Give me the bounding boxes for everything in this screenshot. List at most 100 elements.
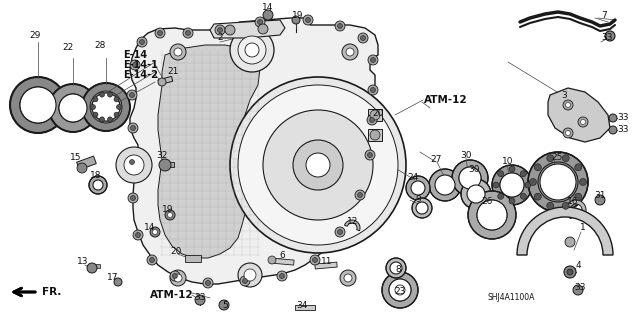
- Circle shape: [140, 40, 145, 44]
- Circle shape: [257, 19, 262, 25]
- Circle shape: [406, 176, 430, 200]
- Circle shape: [595, 195, 605, 205]
- Text: FR.: FR.: [42, 287, 61, 297]
- Text: 11: 11: [321, 257, 333, 266]
- Circle shape: [131, 125, 136, 130]
- Bar: [315, 262, 337, 269]
- Circle shape: [268, 256, 276, 264]
- Circle shape: [238, 263, 262, 287]
- Circle shape: [382, 272, 418, 308]
- Circle shape: [468, 191, 516, 239]
- Text: 25: 25: [551, 152, 563, 161]
- Circle shape: [238, 85, 398, 245]
- Circle shape: [28, 95, 48, 115]
- Text: 15: 15: [70, 153, 82, 162]
- Wedge shape: [566, 200, 586, 219]
- Circle shape: [131, 196, 136, 201]
- Text: 28: 28: [94, 41, 106, 50]
- Circle shape: [564, 266, 576, 278]
- Circle shape: [306, 153, 330, 177]
- Circle shape: [477, 200, 507, 230]
- Circle shape: [493, 182, 499, 188]
- Circle shape: [170, 44, 186, 60]
- Text: 19: 19: [163, 205, 173, 214]
- Circle shape: [245, 43, 259, 57]
- Text: 24: 24: [408, 174, 419, 182]
- Text: 30: 30: [460, 151, 472, 160]
- Circle shape: [165, 210, 175, 220]
- Text: 34: 34: [296, 300, 308, 309]
- Circle shape: [337, 24, 342, 28]
- Circle shape: [219, 300, 229, 310]
- Circle shape: [498, 171, 504, 177]
- Circle shape: [277, 271, 287, 281]
- Text: 33: 33: [195, 293, 205, 302]
- Circle shape: [563, 128, 573, 138]
- Circle shape: [108, 92, 113, 97]
- Circle shape: [263, 10, 273, 20]
- Polygon shape: [548, 88, 610, 142]
- Circle shape: [20, 87, 56, 123]
- Text: 16: 16: [567, 197, 579, 206]
- Circle shape: [609, 114, 617, 122]
- Circle shape: [218, 27, 223, 33]
- Circle shape: [575, 193, 582, 200]
- Circle shape: [370, 130, 380, 140]
- Circle shape: [183, 28, 193, 38]
- Polygon shape: [158, 45, 260, 258]
- Circle shape: [136, 233, 141, 238]
- Circle shape: [371, 57, 376, 63]
- Text: 9: 9: [415, 196, 421, 204]
- Circle shape: [116, 105, 122, 109]
- Circle shape: [92, 93, 120, 121]
- Circle shape: [108, 117, 113, 122]
- Circle shape: [565, 237, 575, 247]
- Circle shape: [573, 285, 583, 295]
- Circle shape: [263, 110, 373, 220]
- Text: 7: 7: [601, 11, 607, 19]
- Text: ATM-12: ATM-12: [150, 290, 194, 300]
- Circle shape: [230, 77, 406, 253]
- Text: 18: 18: [90, 172, 102, 181]
- Circle shape: [368, 85, 378, 95]
- Circle shape: [369, 117, 374, 122]
- Circle shape: [344, 274, 352, 282]
- Circle shape: [159, 159, 171, 171]
- Text: 3: 3: [561, 91, 567, 100]
- Circle shape: [293, 140, 343, 190]
- Text: 29: 29: [29, 31, 41, 40]
- Circle shape: [500, 173, 524, 197]
- Circle shape: [255, 17, 265, 27]
- Circle shape: [170, 271, 180, 281]
- Circle shape: [540, 164, 576, 200]
- Circle shape: [215, 25, 225, 35]
- Text: E-14-2: E-14-2: [123, 70, 158, 80]
- Circle shape: [416, 202, 428, 214]
- Circle shape: [389, 279, 411, 301]
- Circle shape: [579, 179, 586, 186]
- Bar: [295, 305, 315, 310]
- Text: 26: 26: [481, 197, 493, 206]
- Circle shape: [609, 126, 617, 134]
- Polygon shape: [130, 18, 378, 284]
- Circle shape: [360, 35, 365, 41]
- Circle shape: [205, 280, 211, 286]
- Text: 33: 33: [617, 125, 628, 135]
- Circle shape: [303, 15, 313, 25]
- Circle shape: [563, 100, 573, 110]
- Circle shape: [157, 31, 163, 35]
- Text: 5: 5: [222, 300, 228, 309]
- Text: 1: 1: [580, 224, 586, 233]
- Bar: [158, 76, 173, 85]
- Bar: [162, 162, 174, 167]
- Circle shape: [114, 97, 119, 102]
- Text: 20: 20: [372, 108, 384, 117]
- Circle shape: [150, 257, 154, 263]
- Circle shape: [101, 102, 111, 112]
- Circle shape: [520, 193, 526, 199]
- Circle shape: [340, 270, 356, 286]
- Circle shape: [412, 198, 432, 218]
- Circle shape: [509, 166, 515, 172]
- Circle shape: [371, 87, 376, 93]
- Circle shape: [127, 157, 137, 167]
